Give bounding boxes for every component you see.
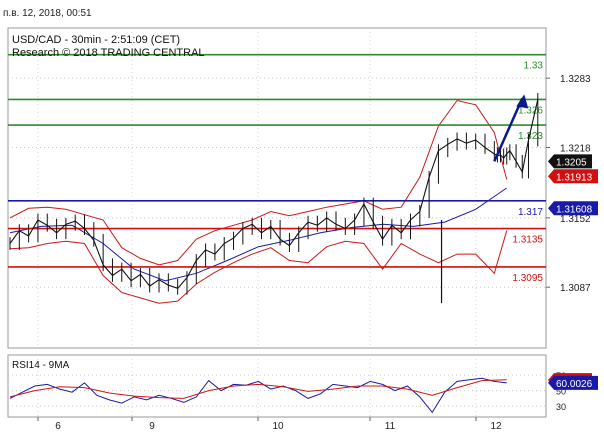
level-label: 1.317 bbox=[518, 207, 543, 218]
forecast-arrow-line bbox=[493, 97, 524, 162]
price-badge-bg bbox=[548, 169, 598, 184]
rsi-y-tick-label: 50 bbox=[556, 387, 566, 397]
level-lines: 1.33 1.326 1.323 1.317 1.3135 1.3095 bbox=[8, 53, 546, 284]
price-line bbox=[9, 99, 539, 289]
rsi-title: RSI14 - 9MA bbox=[12, 360, 70, 371]
x-tick-label: 12 bbox=[490, 421, 502, 432]
rsi-badge-bg bbox=[548, 375, 598, 390]
price-badge-text: 1.31913 bbox=[556, 172, 593, 183]
level-label: 1.3135 bbox=[512, 235, 543, 246]
rsi-badge-text: 60.0026 bbox=[556, 379, 593, 390]
x-tick-label: 6 bbox=[55, 421, 61, 432]
rsi-series bbox=[9, 377, 507, 414]
rsi-ma-line bbox=[9, 379, 507, 399]
bollinger-bands bbox=[9, 99, 508, 304]
level-label: 1.33 bbox=[524, 61, 544, 72]
rsi-y-tick-label: 30 bbox=[556, 402, 566, 412]
price-panel bbox=[7, 27, 547, 349]
x-tick-label: 11 bbox=[385, 421, 396, 432]
price-badge: 1.3205 bbox=[548, 154, 592, 169]
x-tick-label: 10 bbox=[272, 421, 284, 432]
price-badge-bg bbox=[548, 154, 592, 169]
price-badge-bg bbox=[548, 201, 598, 216]
rsi-line bbox=[9, 377, 507, 414]
price-badge-text: 1.3205 bbox=[556, 157, 587, 168]
chart-title: USD/CAD - 30min - 2:51:09 (CET) bbox=[12, 34, 180, 46]
price-badge: 1.31913 bbox=[548, 169, 598, 184]
price-badge-text: 1.31608 bbox=[556, 204, 593, 215]
y-tick-label: 1.3152 bbox=[560, 214, 591, 225]
x-tick-label: 9 bbox=[149, 421, 155, 432]
grid bbox=[8, 28, 546, 417]
level-label: 1.323 bbox=[518, 131, 543, 142]
forecast-arrow-head bbox=[516, 94, 529, 109]
y-tick-label: 1.3218 bbox=[560, 143, 591, 154]
y-tick-label: 1.3283 bbox=[560, 74, 591, 85]
upper-band-line bbox=[9, 99, 508, 266]
level-label: 1.326 bbox=[518, 105, 543, 116]
lower-band-line bbox=[9, 230, 508, 304]
moving-average-line bbox=[9, 187, 507, 282]
price-series bbox=[9, 93, 539, 304]
chart-subtitle: Research © 2018 TRADING CENTRAL bbox=[12, 47, 205, 59]
datetime-label: п.в. 12, 2018, 00:51 bbox=[3, 8, 92, 19]
price-badge: 1.31608 bbox=[548, 201, 598, 216]
y-tick-label: 1.3087 bbox=[560, 283, 591, 294]
level-label: 1.3095 bbox=[512, 273, 543, 284]
rsi-badge: 60.0026 bbox=[548, 375, 598, 390]
